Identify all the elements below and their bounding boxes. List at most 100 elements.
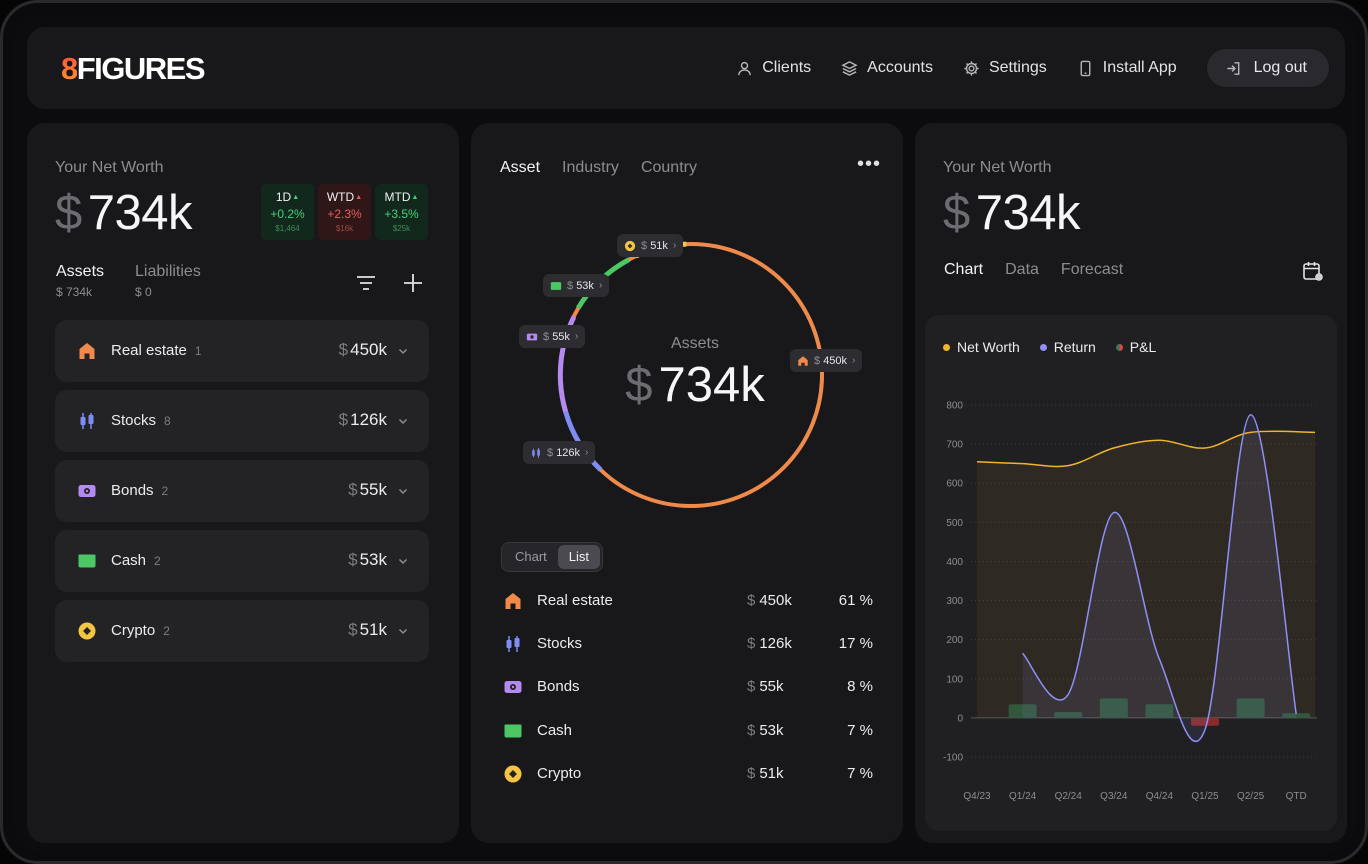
top-nav: Clients Accounts Settings Install App Lo…: [736, 49, 1329, 87]
app-logo[interactable]: 8FIGURES: [61, 51, 206, 86]
legend-return[interactable]: Return: [1039, 339, 1096, 355]
tab-chart[interactable]: Chart: [944, 261, 984, 278]
list-item-name: Stocks: [537, 635, 583, 653]
y-tick-label: 500: [946, 518, 963, 529]
coin-icon: [77, 621, 97, 641]
list-item-bonds[interactable]: Bonds $55k 8 %: [501, 676, 875, 698]
legend-pnl[interactable]: P&L: [1115, 339, 1156, 355]
return-line[interactable]: [1022, 414, 1297, 742]
pnl-bar[interactable]: [1099, 698, 1128, 718]
view-list-button[interactable]: List: [557, 545, 601, 569]
net-worth-value-right: $734k: [943, 186, 1081, 240]
performance-tabs: Chart Data Forecast: [944, 261, 1123, 279]
asset-row-bonds[interactable]: Bonds 2 $55k: [55, 460, 429, 522]
change-chips: 1D▲ +0.2% $1,464 WTD▲ +2.3% $16k MTD▲ +3.5…: [261, 184, 428, 240]
tab-asset[interactable]: Asset: [500, 159, 541, 176]
asset-name: Bonds 2: [111, 482, 169, 499]
candlestick-icon: [532, 447, 540, 458]
pnl-bar[interactable]: [1236, 698, 1265, 718]
nav-settings[interactable]: Settings: [963, 59, 1047, 77]
gear-icon: [964, 60, 979, 76]
asset-count: 2: [163, 624, 170, 638]
logout-label: Log out: [1253, 59, 1307, 76]
pnl-bar[interactable]: [1282, 713, 1311, 718]
layers-icon: [841, 60, 858, 76]
list-item-cash[interactable]: Cash $53k 7 %: [501, 720, 875, 742]
tab-forecast[interactable]: Forecast: [1060, 261, 1124, 278]
asset-row-stocks[interactable]: Stocks 8 $126k: [55, 390, 429, 452]
tab-country[interactable]: Country: [640, 159, 697, 176]
wallet-icon: [503, 721, 523, 741]
nav-install-app[interactable]: Install App: [1077, 59, 1177, 77]
donut-tag-cash[interactable]: $ 53k ›: [543, 274, 610, 297]
phone-icon: [1080, 60, 1091, 76]
performance-panel: Your Net Worth $734k Chart Data Forecast…: [915, 123, 1347, 843]
logout-button[interactable]: Log out: [1206, 49, 1329, 87]
list-item-stocks[interactable]: Stocks $126k 17 %: [501, 633, 875, 655]
net-worth-panel: Your Net Worth $734k 1D▲ +0.2% $1,464 WTD…: [27, 123, 459, 843]
y-tick-label: 0: [957, 713, 963, 724]
asset-row-real-estate[interactable]: Real estate 1 $450k: [55, 320, 429, 382]
calendar-settings-icon[interactable]: [1301, 259, 1325, 283]
asset-row-cash[interactable]: Cash 2 $53k: [55, 530, 429, 592]
asset-amount: $51k: [348, 620, 387, 639]
change-chip-mtd[interactable]: MTD▲ +3.5% $25k: [375, 184, 428, 240]
chevron-down-icon[interactable]: [397, 485, 409, 497]
net-worth-line[interactable]: [976, 430, 1316, 468]
donut-tag-real-estate[interactable]: $ 450k ›: [790, 349, 863, 372]
more-menu-icon[interactable]: •••: [856, 153, 881, 175]
chip-percent: +0.2%: [270, 207, 305, 221]
list-item-name: Bonds: [537, 678, 580, 696]
nav-clients[interactable]: Clients: [736, 59, 811, 77]
y-tick-label: 400: [946, 557, 963, 568]
nav-accounts[interactable]: Accounts: [841, 59, 933, 77]
net-worth-area: [977, 431, 1315, 718]
list-item-real-estate[interactable]: Real estate $450k 61 %: [501, 590, 875, 612]
chip-amount: $25k: [392, 224, 411, 233]
chevron-down-icon[interactable]: [397, 345, 409, 357]
chevron-down-icon[interactable]: [397, 625, 409, 637]
nav-clients-label: Clients: [762, 59, 812, 76]
view-chart-button[interactable]: Chart: [515, 549, 547, 564]
list-item-percent: 17 %: [838, 635, 873, 653]
top-header: 8FIGURES Clients Accounts Settings Insta…: [27, 27, 1345, 109]
asset-name: Real estate 1: [111, 342, 202, 359]
tab-industry[interactable]: Industry: [562, 159, 619, 176]
list-item-percent: 7 %: [847, 764, 873, 782]
nav-accounts-label: Accounts: [867, 59, 933, 76]
pnl-bar[interactable]: [1191, 717, 1219, 726]
bond-icon: [77, 481, 97, 501]
app-screen: 8FIGURES Clients Accounts Settings Insta…: [13, 13, 1357, 853]
asset-count: 1: [194, 344, 202, 358]
list-item-name: Real estate: [537, 592, 613, 609]
chevron-down-icon[interactable]: [397, 415, 409, 427]
list-item-amount: $53k: [747, 721, 784, 739]
coin-icon: [503, 764, 523, 784]
donut-tag-bonds[interactable]: $ 55k ›: [519, 325, 586, 348]
tab-data[interactable]: Data: [1005, 261, 1039, 278]
return-area: [1022, 414, 1297, 742]
legend-net-worth[interactable]: Net Worth: [943, 339, 1020, 355]
tab-liabilities[interactable]: Liabilities $ 0: [135, 263, 201, 299]
chip-percent: +3.5%: [384, 207, 419, 221]
donut-center-value: $734k: [625, 358, 765, 412]
change-chip-1d[interactable]: 1D▲ +0.2% $1,464: [261, 184, 314, 240]
filter-button[interactable]: [354, 271, 378, 295]
add-asset-button[interactable]: [401, 271, 425, 295]
donut-tag-crypto[interactable]: $ 51k ›: [617, 234, 684, 257]
pnl-bar[interactable]: [1145, 704, 1174, 718]
chip-label: WTD▲: [326, 190, 363, 204]
tab-assets[interactable]: Assets $ 734k: [56, 263, 105, 299]
donut-tag-stocks[interactable]: $ 126k ›: [523, 441, 596, 464]
change-chip-wtd[interactable]: WTD▲ +2.3% $16k: [318, 184, 371, 240]
pnl-bar[interactable]: [1008, 704, 1037, 718]
list-item-crypto[interactable]: Crypto $51k 7 %: [501, 763, 875, 785]
chevron-down-icon[interactable]: [397, 555, 409, 567]
filter-icon: [357, 276, 375, 290]
asset-amount: $55k: [348, 480, 387, 499]
pnl-bar[interactable]: [1054, 712, 1083, 718]
x-tick-label: Q3/24: [1100, 791, 1128, 802]
asset-name: Stocks 8: [111, 412, 171, 429]
performance-chart: 800 700 600 500 400 300 200 100 0 -100 Q4/23 Q1/24 Q…: [943, 401, 1317, 802]
asset-row-crypto[interactable]: Crypto 2 $51k: [55, 600, 429, 662]
